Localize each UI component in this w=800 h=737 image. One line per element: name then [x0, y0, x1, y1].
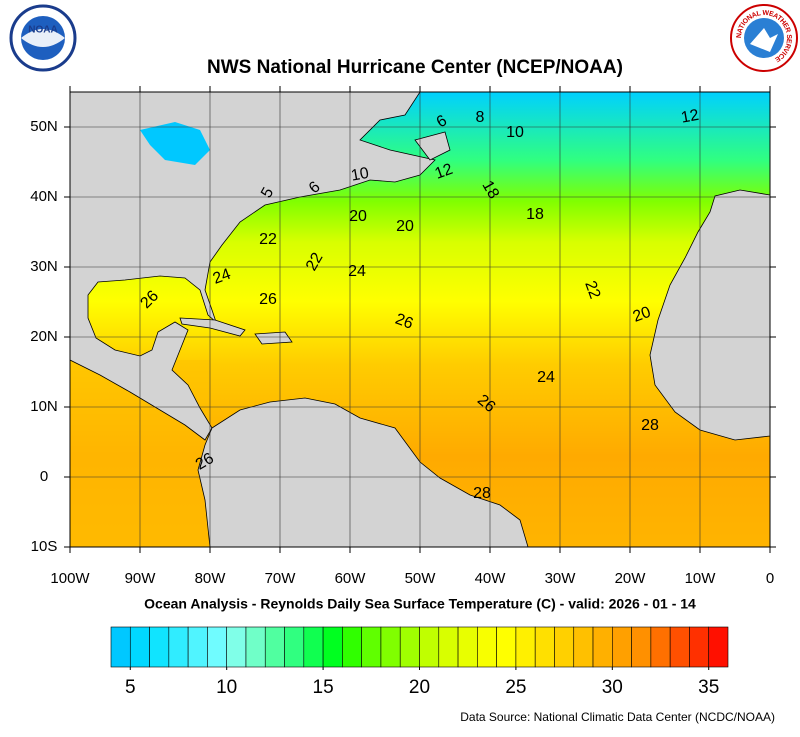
newfoundland	[414, 131, 451, 161]
great-lakes	[140, 122, 210, 165]
contour-label: 24	[348, 263, 366, 280]
y-tick-label: 30N	[30, 258, 58, 275]
colorbar-cell	[284, 626, 305, 668]
contour-label: 22	[581, 279, 603, 302]
contour-label: 26	[193, 450, 217, 474]
colorbar-cell	[303, 626, 324, 668]
colorbar-cell	[689, 626, 710, 668]
colorbar-label: 15	[313, 677, 334, 698]
y-tick-label: 20N	[30, 328, 58, 345]
contour-label: 26	[259, 291, 277, 308]
y-tick-label: 50N	[30, 118, 58, 135]
contour-label: 12	[680, 107, 701, 127]
colorbar-cell	[669, 626, 690, 668]
subtitle: Ocean Analysis - Reynolds Daily Sea Surf…	[144, 596, 696, 612]
contour-label: 10	[350, 165, 371, 185]
contour-label: 20	[631, 304, 654, 326]
x-tick-label: 70W	[265, 570, 297, 587]
colorbar-cell	[708, 626, 729, 668]
title: NWS National Hurricane Center (NCEP/NOAA…	[207, 57, 623, 78]
x-tick-label: 60W	[335, 570, 367, 587]
x-tick-label: 80W	[195, 570, 227, 587]
noaa-text: NOAA	[28, 25, 57, 36]
contour-label: 18	[526, 206, 544, 223]
colorbar-cell	[612, 626, 632, 668]
contour-label: 22	[303, 250, 327, 274]
contour-label: 24	[537, 369, 555, 386]
colorbar-cell	[573, 626, 594, 668]
colorbar-label: 30	[602, 677, 623, 698]
colorbar-cell	[477, 626, 497, 668]
colorbar-cell	[168, 626, 189, 668]
colorbar-cell	[380, 626, 401, 668]
contour-label: 20	[349, 208, 367, 225]
colorbar-cell	[149, 626, 170, 668]
data-source: Data Source: National Climatic Data Cent…	[460, 710, 775, 724]
contour-label: 26	[393, 311, 416, 333]
axes: 100W 90W 80W 70W 60W 50W 40W 30W 20W 10W 0 10S 0 10N 2…	[30, 86, 776, 587]
contour-label: 28	[641, 417, 659, 434]
colorbar-cell	[592, 626, 613, 668]
contour-label: 22	[259, 231, 277, 248]
colorbar-label: 25	[505, 677, 526, 698]
colorbar-cell	[129, 626, 150, 668]
colorbar-cell	[110, 626, 131, 668]
colorbar-label: 10	[216, 677, 237, 698]
colorbar-cell	[245, 626, 266, 668]
colorbar-cell	[650, 626, 671, 668]
colorbar-cell	[187, 626, 208, 668]
x-tick-label: 10W	[685, 570, 717, 587]
cuba	[179, 317, 246, 337]
colorbar-cell	[496, 626, 517, 668]
grid	[70, 92, 770, 547]
x-tick-label: 30W	[545, 570, 577, 587]
colorbar-cell	[419, 626, 440, 668]
y-tick-label: 10S	[31, 538, 58, 555]
colorbar-label: 35	[698, 677, 719, 698]
contour-label: 10	[506, 124, 524, 141]
y-tick-label: 0	[40, 468, 48, 485]
colorbar-cell	[438, 626, 459, 668]
colorbar-cell	[534, 626, 555, 668]
colorbar-cell	[515, 626, 536, 668]
colorbar-cell	[264, 626, 285, 668]
north-america	[70, 92, 436, 441]
contour-label: 8	[476, 109, 485, 126]
colorbar-cell	[457, 626, 478, 668]
colorbar-cell	[399, 626, 420, 668]
africa-europe	[649, 189, 770, 441]
colorbar-cell	[342, 626, 362, 668]
colorbar-label: 20	[409, 677, 430, 698]
colorbar-cell	[631, 626, 652, 668]
colorbar-cell	[226, 626, 247, 668]
x-tick-label: 100W	[50, 570, 90, 587]
x-tick-label: 0	[766, 570, 774, 587]
nws-logo: NATIONAL WEATHER SERVICE	[730, 4, 798, 72]
hispaniola	[254, 331, 293, 345]
contour-label: 18	[478, 178, 502, 202]
contour-label: 28	[473, 485, 491, 502]
y-tick-label: 10N	[30, 398, 58, 415]
colorbar-cell	[322, 626, 343, 668]
x-tick-label: 90W	[125, 570, 157, 587]
contour-label: 12	[433, 161, 456, 183]
colorbar: 5 10 15 20 25 30 35	[110, 626, 729, 698]
noaa-logo: NOAA	[9, 4, 77, 72]
south-america	[197, 397, 529, 547]
x-tick-label: 40W	[475, 570, 507, 587]
x-tick-label: 20W	[615, 570, 647, 587]
contour-label: 24	[211, 266, 234, 288]
contour-label: 20	[396, 218, 414, 235]
colorbar-cell	[554, 626, 575, 668]
colorbar-label: 5	[125, 677, 136, 698]
colorbar-cell	[361, 626, 382, 668]
colorbar-cell	[207, 626, 227, 668]
x-tick-label: 50W	[405, 570, 437, 587]
y-tick-label: 40N	[30, 188, 58, 205]
